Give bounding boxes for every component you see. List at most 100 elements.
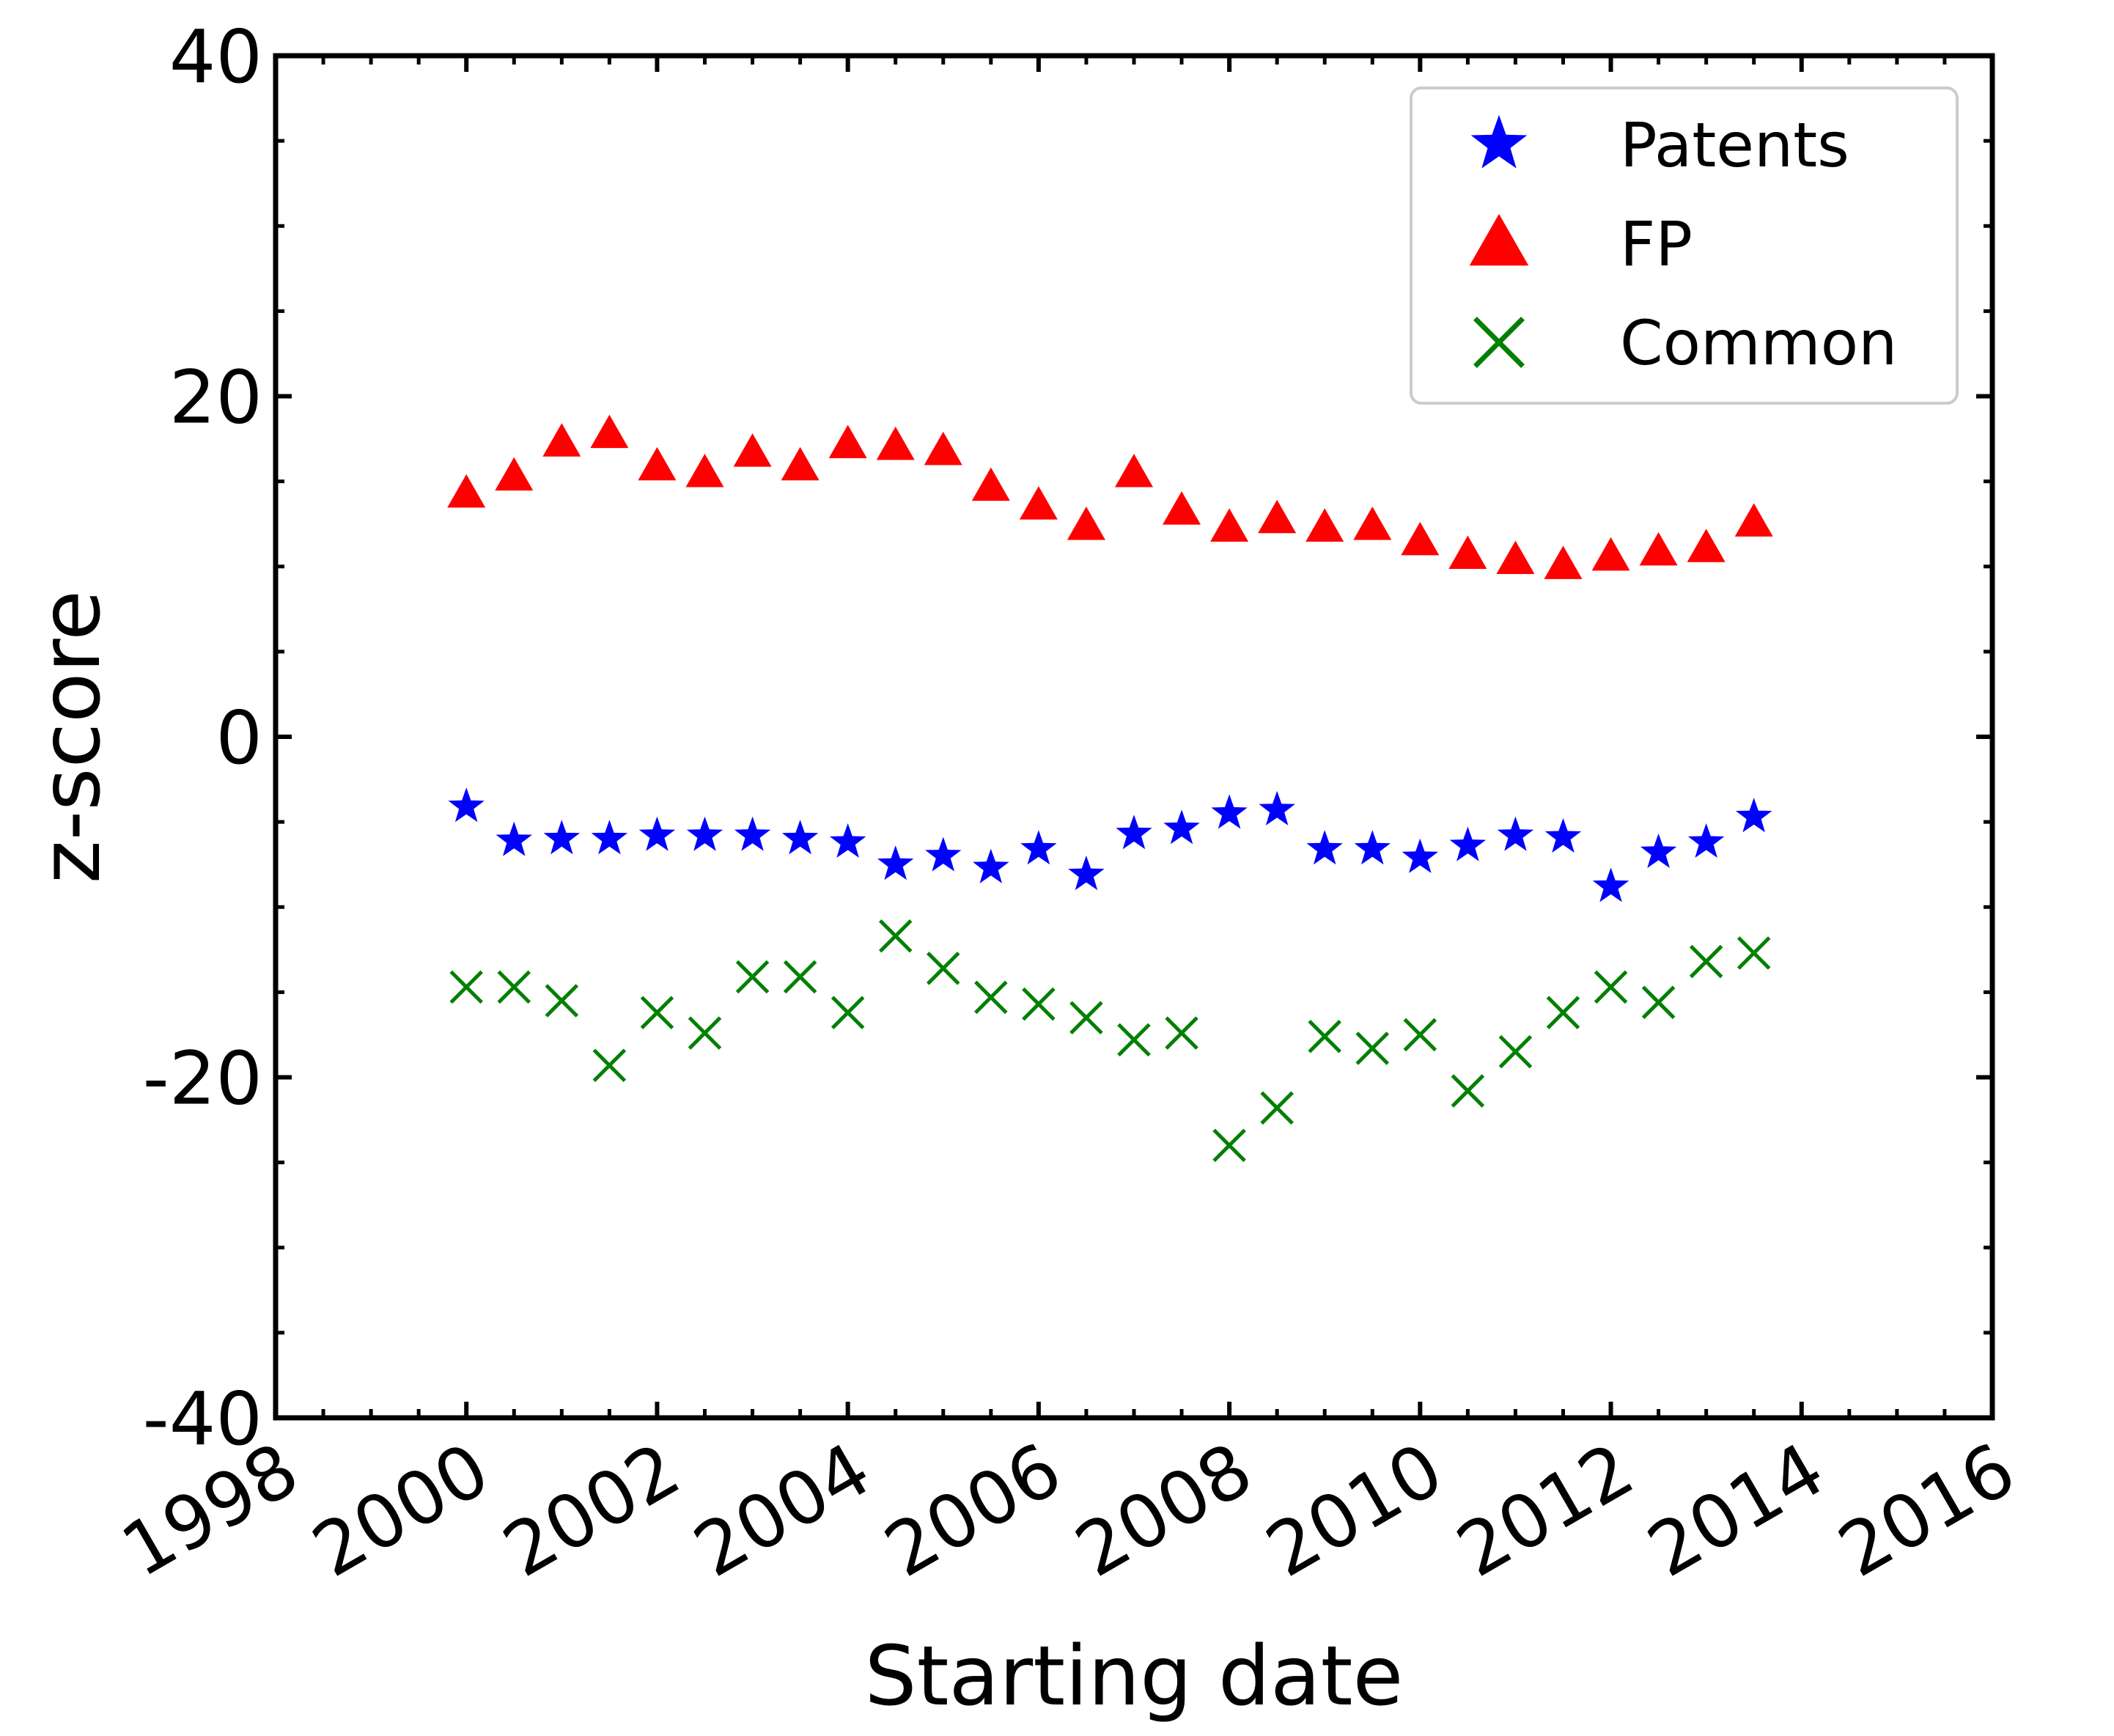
y-tick-label: -20 [143,1036,262,1122]
point-patents [686,816,723,851]
point-common [1355,1031,1390,1065]
point-common [830,996,865,1030]
point-fp [1258,499,1297,534]
point-common [545,984,579,1018]
point-patents [829,823,866,858]
point-common [1546,996,1580,1030]
x-tick-label: 2014 [1634,1426,1838,1594]
point-patents [1497,816,1534,851]
x-tick-label: 2006 [871,1426,1075,1594]
point-patents [1592,867,1629,902]
point-common [688,1016,722,1050]
legend-marker-common [1473,316,1525,369]
point-fp [1448,535,1487,569]
point-fp [1734,503,1773,537]
point-common [1403,1018,1437,1052]
point-patents [1068,856,1105,891]
point-common [1451,1074,1485,1108]
point-patents [877,845,914,880]
point-patents [1354,830,1391,865]
point-fp [1591,537,1630,571]
point-patents [973,848,1009,883]
x-tick-label: 2010 [1252,1426,1456,1594]
point-common [1641,985,1676,1020]
point-fp [733,433,772,467]
point-fp [542,423,581,457]
y-tick-label: 40 [169,14,262,100]
x-axis-title: Starting date [865,1629,1404,1724]
point-fp [685,454,724,488]
point-fp [1353,507,1392,540]
point-fp [1210,508,1249,542]
point-patents [781,820,819,855]
point-patents [1163,809,1200,845]
legend-label-patents: Patents [1620,109,1849,181]
point-fp [1305,508,1344,542]
point-fp [495,457,534,491]
point-patents [1640,833,1677,868]
point-common [1736,936,1771,970]
point-patents [591,820,628,855]
point-common [1594,970,1628,1004]
point-patents [1259,790,1295,825]
point-fp [638,446,677,481]
point-common [878,919,913,953]
point-common [1165,1016,1198,1050]
x-tick-label: 2004 [680,1426,885,1594]
point-common [735,960,770,994]
x-tick-label: 2002 [490,1426,694,1594]
point-common [927,952,960,985]
point-fp [828,424,867,459]
series-patents [448,787,1772,902]
point-common [1689,944,1723,979]
point-common [640,996,674,1030]
point-common [1212,1128,1246,1163]
point-fp [1067,507,1105,540]
point-fp [1544,545,1583,579]
point-common [783,960,817,994]
point-fp [1687,529,1726,562]
y-tick-label: -40 [143,1376,262,1462]
y-tick-label: 0 [216,695,262,781]
point-fp [590,414,629,449]
point-patents [925,836,962,872]
point-common [1308,1019,1341,1053]
point-patents [1402,838,1439,873]
legend-marker-fp [1469,213,1529,266]
point-patents [1544,818,1582,853]
point-patents [1449,826,1487,861]
point-common [1260,1091,1294,1125]
point-common [1117,1023,1151,1057]
point-patents [543,820,581,855]
point-fp [924,431,962,466]
x-tick-label: 2012 [1443,1426,1648,1594]
point-common [1069,1001,1103,1034]
point-common [592,1048,627,1083]
point-fp [971,467,1010,501]
point-patents [448,787,485,823]
point-fp [1115,454,1153,488]
point-fp [447,474,486,508]
point-patents [638,816,676,851]
point-patents [1116,814,1152,850]
point-fp [781,446,820,481]
legend-label-fp: FP [1620,208,1693,280]
legend-marker-patents [1470,114,1528,169]
point-patents [1211,794,1248,829]
point-patents [496,821,532,856]
legend-box [1410,87,1959,405]
point-common [1498,1034,1533,1069]
point-patents [734,816,771,851]
point-fp [1496,540,1535,574]
point-patents [1736,798,1772,833]
series-fp [447,414,1773,579]
series-common [449,919,1771,1163]
legend-label-common: Common [1620,307,1897,379]
data-points [447,414,1773,1163]
point-fp [1163,491,1201,525]
point-patents [1020,830,1057,865]
y-axis-title: z-score [23,590,119,883]
y-tick-labels: -40 -20 0 20 40 [143,14,262,1462]
